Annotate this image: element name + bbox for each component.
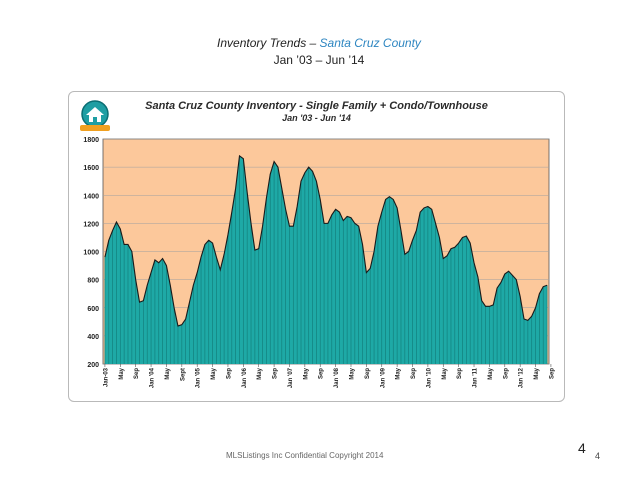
x-tick-label: May bbox=[211, 367, 217, 379]
y-tick-label: 1000 bbox=[83, 250, 99, 257]
inventory-line bbox=[104, 154, 548, 327]
x-tick-label: Sep bbox=[457, 368, 463, 379]
x-tick-label: Sep bbox=[134, 368, 140, 379]
y-tick-label: 200 bbox=[87, 362, 99, 369]
page-number-large: 4 bbox=[578, 440, 586, 456]
x-tick-label: Jan '07 bbox=[288, 367, 294, 388]
y-tick-label: 1200 bbox=[83, 221, 99, 228]
slide-title: Inventory Trends – Santa Cruz County bbox=[0, 36, 638, 50]
x-tick-label: Jan-03 bbox=[103, 367, 109, 387]
inventory-area bbox=[104, 155, 548, 364]
x-tick-label: May bbox=[488, 367, 494, 379]
x-tick-label: Jan '06 bbox=[242, 367, 248, 388]
x-tick-label: Sep bbox=[273, 368, 279, 379]
chart-frame: Santa Cruz County Inventory - Single Fam… bbox=[68, 91, 565, 402]
x-tick-label: Sep bbox=[503, 368, 509, 379]
x-tick-label: Jan '04 bbox=[150, 367, 156, 388]
x-tick-label: Sep bbox=[319, 368, 325, 379]
x-tick-label: Sep bbox=[549, 368, 555, 379]
page-number-small: 4 bbox=[595, 451, 601, 461]
x-tick-label: May bbox=[349, 367, 355, 379]
y-tick-label: 1400 bbox=[83, 193, 99, 200]
x-tick-label: Sep bbox=[365, 368, 371, 379]
x-tick-label: Jan '12 bbox=[519, 367, 525, 388]
x-tick-label: Jan '10 bbox=[426, 367, 432, 388]
x-tick-label: Sept bbox=[180, 368, 186, 381]
y-tick-label: 400 bbox=[87, 334, 99, 341]
y-tick-label: 800 bbox=[87, 278, 99, 285]
slide-subtitle: Jan ’03 – Jun ’14 bbox=[273, 53, 365, 67]
x-tick-label: Jan '05 bbox=[196, 367, 202, 388]
footer-copyright: MLSListings Inc Confidential Copyright 2… bbox=[226, 451, 384, 460]
chart-subtitle: Jan '03 - Jun '14 bbox=[282, 113, 351, 123]
x-tick-label: Sep bbox=[226, 368, 232, 379]
chart-title: Santa Cruz County Inventory - Single Fam… bbox=[145, 100, 488, 112]
x-tick-label: Sep bbox=[411, 368, 417, 379]
slide-title-prefix: Inventory Trends – bbox=[217, 36, 320, 50]
x-tick-label: May bbox=[165, 367, 171, 379]
x-tick-label: May bbox=[257, 367, 263, 379]
x-tick-label: May bbox=[442, 367, 448, 379]
x-tick-label: May bbox=[303, 367, 309, 379]
y-tick-label: 600 bbox=[87, 306, 99, 313]
mlslistings-logo-icon bbox=[80, 100, 110, 131]
slide-title-accent: Santa Cruz County bbox=[319, 36, 421, 50]
x-tick-label: May bbox=[396, 367, 402, 379]
x-tick-label: Jan '09 bbox=[380, 367, 386, 388]
x-tick-label: Jan '11 bbox=[473, 367, 479, 387]
x-tick-label: May bbox=[119, 367, 125, 379]
x-tick-label: Jan '08 bbox=[334, 367, 340, 388]
y-tick-label: 1600 bbox=[83, 165, 99, 172]
inventory-chart: 200 400 600 800 1000 1200 1400 1600 1800 Jan-03 Ma… bbox=[83, 137, 555, 388]
y-tick-label: 1800 bbox=[83, 137, 99, 144]
x-tick-label: May bbox=[534, 367, 540, 379]
